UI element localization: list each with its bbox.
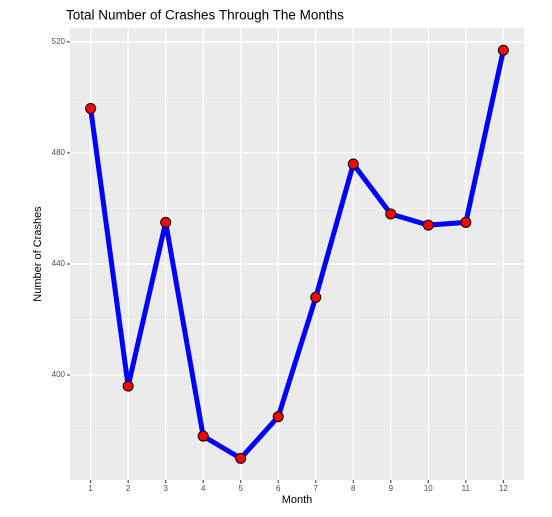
y-tick-label: 480: [52, 148, 66, 157]
point: [122, 380, 134, 392]
x-tick-label: 11: [462, 484, 471, 493]
point: [197, 430, 209, 442]
x-tick-label: 12: [499, 484, 508, 493]
point: [85, 103, 97, 115]
point: [235, 452, 247, 464]
x-tick-label: 3: [163, 484, 168, 493]
x-tick-label: 6: [276, 484, 281, 493]
x-tick-label: 2: [126, 484, 131, 493]
point: [272, 411, 284, 423]
x-tick-label: 4: [201, 484, 206, 493]
point: [497, 44, 509, 56]
y-tick-label: 440: [52, 259, 66, 268]
panel: [70, 28, 524, 480]
y-axis-label: Number of Crashes: [32, 206, 44, 302]
x-tick-label: 10: [424, 484, 433, 493]
x-tick-label: 8: [351, 484, 356, 493]
point: [422, 219, 434, 231]
x-tick-label: 7: [314, 484, 319, 493]
x-tick-label: 1: [88, 484, 93, 493]
line: [88, 49, 506, 461]
chart-title: Total Number of Crashes Through The Mont…: [66, 8, 344, 23]
x-tick-label: 5: [238, 484, 243, 493]
y-tick-label: 400: [52, 370, 66, 379]
x-axis-label: Month: [282, 494, 313, 506]
point: [310, 291, 322, 303]
point: [460, 216, 472, 228]
point: [160, 216, 172, 228]
y-tick-label: 520: [52, 37, 66, 46]
point: [347, 158, 359, 170]
point: [385, 208, 397, 220]
x-tick-label: 9: [389, 484, 394, 493]
